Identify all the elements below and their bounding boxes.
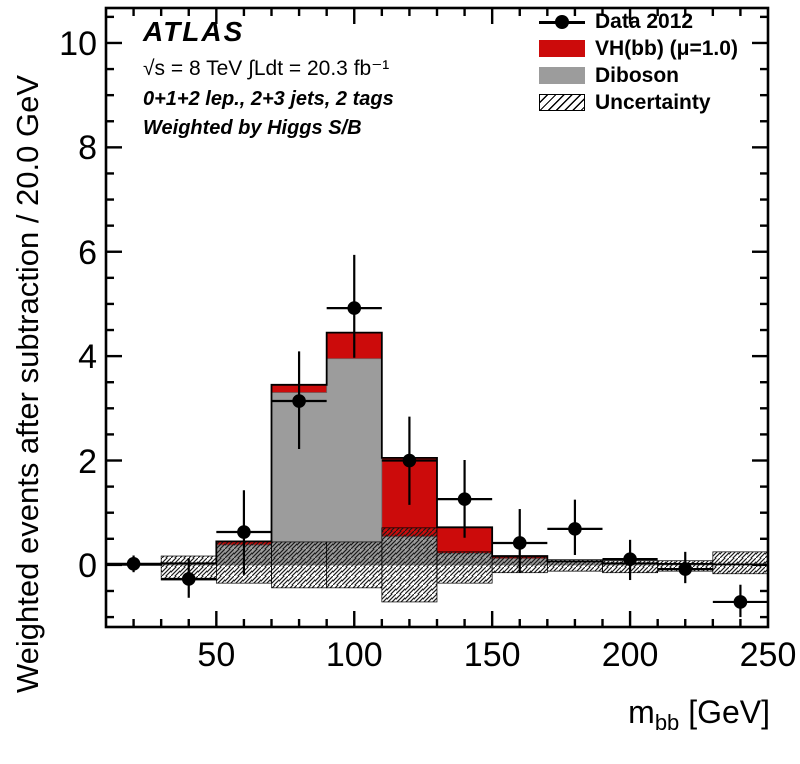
plot-frame [104,6,770,629]
total-histogram-outline [106,331,769,566]
data-points [106,254,768,618]
uncertainty-band [160,527,769,603]
axis-ticks [106,8,768,627]
